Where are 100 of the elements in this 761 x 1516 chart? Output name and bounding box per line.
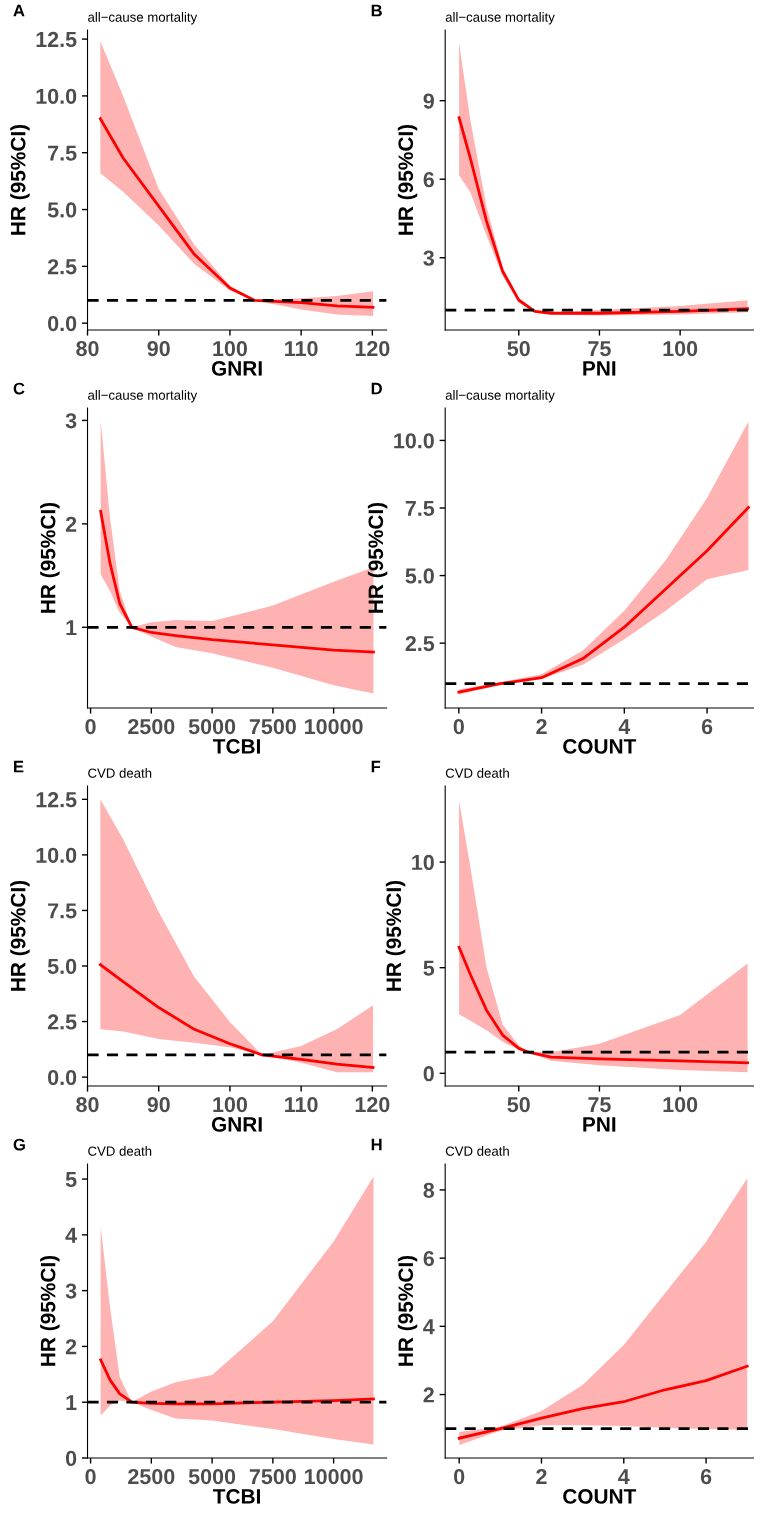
- x-tick-label: 75: [588, 341, 611, 357]
- x-tick-label: 110: [285, 340, 318, 357]
- y-tick-label: 1: [66, 1395, 77, 1411]
- y-tick-label: 2: [65, 1339, 77, 1355]
- y-tick-label: 10.0: [36, 847, 77, 863]
- x-tick-label: 100: [213, 1096, 248, 1113]
- y-axis-title: HR (95%CI): [397, 124, 418, 235]
- y-axis-title: HR (95%CI): [40, 1255, 60, 1366]
- line-series: [457, 506, 750, 694]
- chart-title: CVD death: [445, 1146, 509, 1156]
- y-axis-title: HR (95%CI): [10, 880, 30, 991]
- y-axis-title: HR (95%CI): [367, 502, 388, 613]
- line-series: [457, 945, 749, 1065]
- y-tick-label: 0: [423, 1066, 434, 1082]
- chart-title: CVD death: [88, 768, 152, 778]
- x-axis-title: COUNT: [563, 739, 637, 754]
- x-axis-title: COUNT: [563, 1489, 637, 1504]
- y-tick-label: 2: [65, 516, 77, 532]
- x-axis-title: GNRI: [211, 361, 262, 376]
- x-tick-label: 100: [663, 1096, 698, 1113]
- y-tick-label: 6: [423, 171, 434, 188]
- y-tick-label: 7.5: [48, 903, 77, 919]
- chart-title: CVD death: [88, 1146, 152, 1156]
- y-axis-title: HR (95%CI): [397, 1255, 418, 1366]
- y-tick-label: 3: [65, 413, 77, 429]
- x-axis-title: TCBI: [212, 739, 260, 754]
- y-tick-label: 7.5: [405, 500, 435, 517]
- y-tick-label: 7.5: [48, 145, 77, 161]
- y-tick-label: 5: [65, 1172, 77, 1188]
- x-tick-label: 6: [701, 718, 713, 735]
- y-tick-label: 10.0: [394, 433, 434, 449]
- x-tick-label: 90: [147, 340, 170, 357]
- y-tick-label: 5: [423, 960, 435, 976]
- y-tick-label: 3: [423, 250, 434, 266]
- x-tick-label: 0: [85, 718, 96, 735]
- y-tick-label: 4: [423, 1319, 435, 1335]
- chart-title: all−cause mortality: [88, 390, 198, 403]
- x-tick-label: 4: [618, 719, 631, 735]
- chart-title: all−cause mortality: [88, 12, 198, 25]
- x-tick-label: 7500: [249, 718, 296, 735]
- text: H: [371, 1138, 382, 1151]
- y-tick-label: 10: [412, 854, 434, 871]
- y-tick-label: 8: [423, 1182, 435, 1198]
- chart-title: all−cause mortality: [445, 390, 555, 403]
- text: A: [13, 4, 25, 17]
- y-tick-label: 3: [65, 1283, 77, 1299]
- x-tick-label: 5000: [188, 718, 236, 735]
- y-axis-title: HR (95%CI): [40, 502, 60, 613]
- y-tick-label: 9: [423, 93, 434, 109]
- y-tick-label: 5.0: [47, 958, 77, 975]
- x-tick-label: 4: [618, 1469, 630, 1485]
- line-series: [457, 1364, 749, 1440]
- x-tick-label: 100: [213, 340, 248, 357]
- x-tick-label: 120: [355, 340, 390, 357]
- y-tick-label: 0.0: [48, 315, 77, 332]
- x-tick-label: 120: [355, 1096, 390, 1113]
- x-tick-label: 10000: [305, 718, 363, 735]
- x-tick-label: 2: [536, 1468, 547, 1485]
- x-axis-title: PNI: [583, 361, 616, 376]
- text: F: [371, 760, 381, 773]
- y-tick-label: 10.0: [36, 88, 77, 104]
- y-tick-label: 4: [65, 1227, 77, 1243]
- text: C: [13, 382, 25, 395]
- x-tick-label: 50: [507, 1096, 530, 1113]
- x-tick-label: 50: [507, 340, 530, 357]
- line-series: [457, 116, 749, 315]
- line-series: [98, 117, 375, 309]
- text: B: [371, 4, 382, 17]
- text: G: [13, 1138, 25, 1151]
- x-tick-label: 6: [700, 1468, 712, 1485]
- y-tick-label: 12.5: [36, 792, 77, 808]
- y-tick-label: 12.5: [36, 31, 77, 48]
- x-tick-label: 0: [453, 718, 464, 735]
- x-tick-label: 10000: [305, 1468, 363, 1485]
- x-tick-label: 80: [76, 1096, 99, 1113]
- y-tick-label: 0: [65, 1450, 77, 1467]
- x-tick-label: 2500: [128, 718, 175, 735]
- x-axis-title: GNRI: [211, 1117, 262, 1132]
- x-tick-label: 5000: [188, 1468, 236, 1485]
- y-tick-label: 5.0: [47, 202, 77, 218]
- y-tick-label: 2.5: [405, 635, 435, 652]
- y-tick-label: 2: [423, 1387, 434, 1403]
- y-tick-label: 1: [66, 620, 77, 636]
- x-tick-label: 7500: [249, 1468, 296, 1485]
- y-tick-label: 5.0: [405, 568, 434, 584]
- x-tick-label: 90: [147, 1096, 170, 1113]
- x-tick-label: 110: [285, 1096, 318, 1113]
- line-series: [98, 963, 375, 1069]
- chart-title: CVD death: [445, 768, 509, 778]
- x-tick-label: 2: [536, 718, 547, 735]
- x-tick-label: 80: [76, 340, 99, 357]
- y-axis-title: HR (95%CI): [10, 124, 30, 235]
- chart-title: all−cause mortality: [445, 12, 555, 25]
- y-tick-label: 0.0: [48, 1069, 77, 1086]
- x-tick-label: 2500: [128, 1468, 175, 1485]
- y-tick-label: 6: [423, 1250, 434, 1267]
- x-tick-label: 100: [663, 340, 698, 357]
- y-tick-label: 2.5: [47, 259, 77, 275]
- x-tick-label: 0: [454, 1468, 465, 1485]
- x-tick-label: 0: [85, 1468, 96, 1485]
